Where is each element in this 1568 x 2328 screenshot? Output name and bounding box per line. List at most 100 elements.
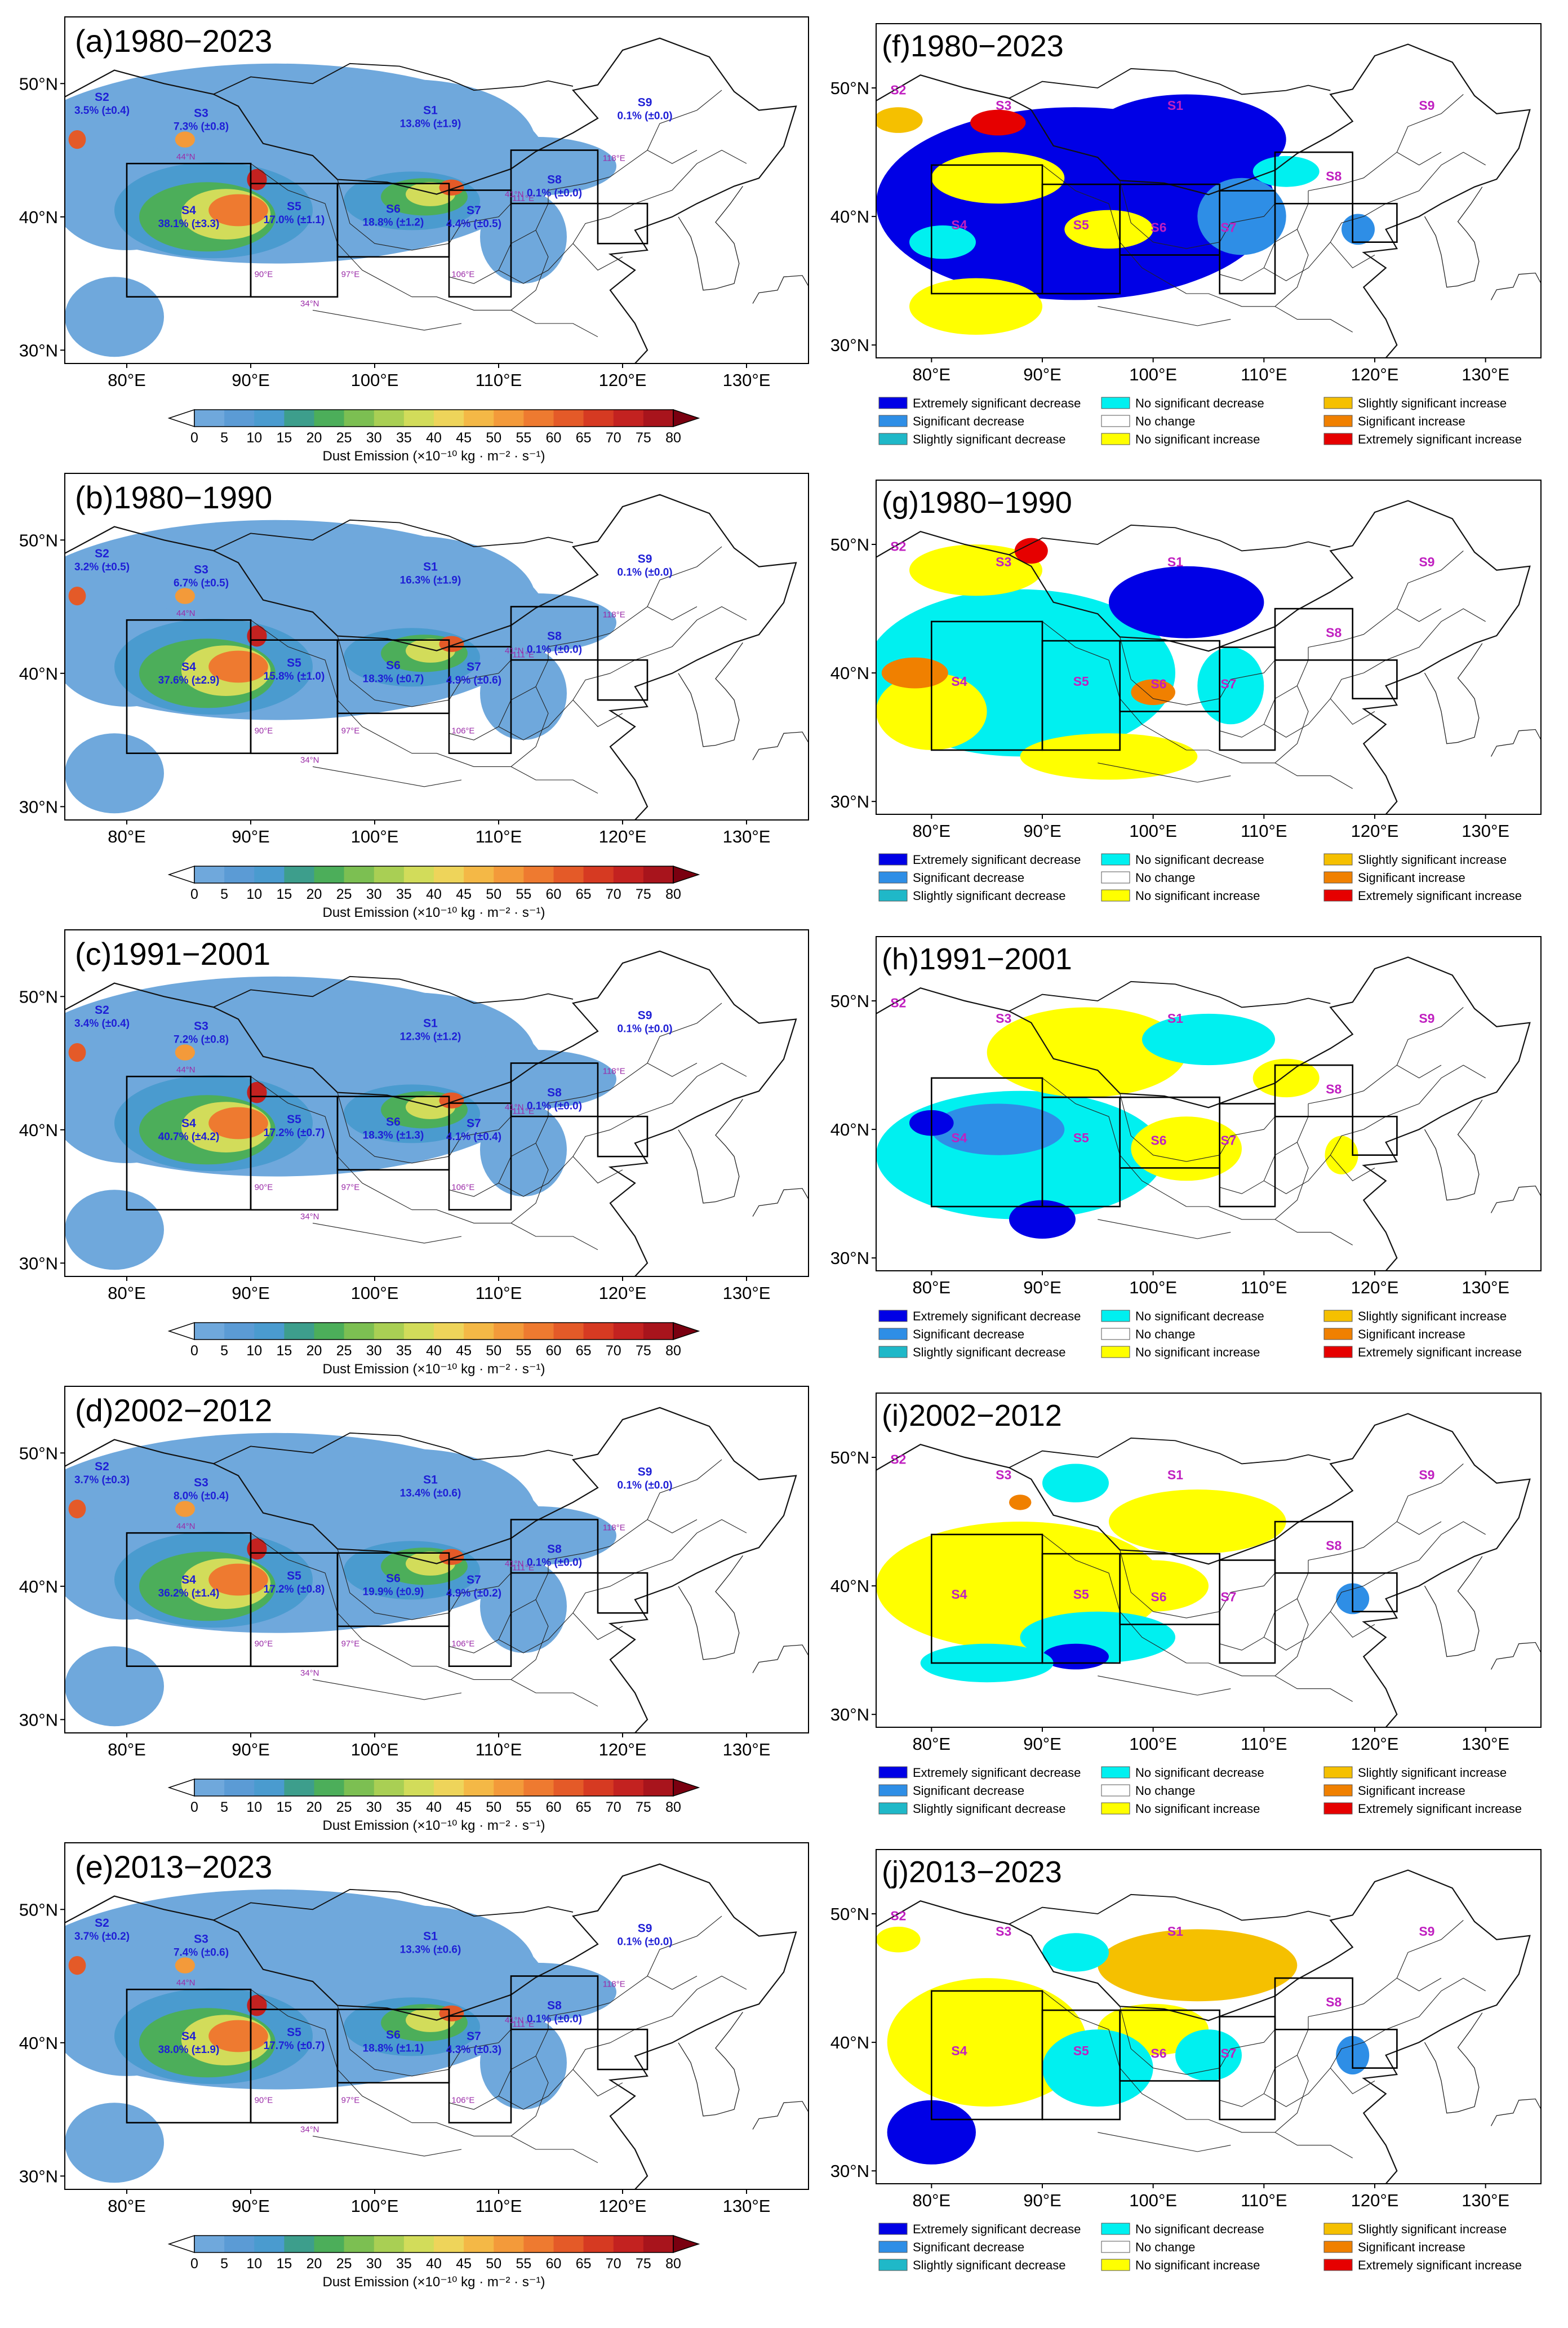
japan-coastline xyxy=(752,2101,809,2130)
region-name: S9 xyxy=(1419,555,1434,569)
colorbar-tick-label: 65 xyxy=(576,886,592,902)
colorbar-tick-label: 35 xyxy=(396,886,412,902)
colorbar: 0 5 10 15 20 25 30 35 40 45 50 55 60 65 70 75 80 Dust Emi… xyxy=(167,409,700,464)
dust-contour xyxy=(65,2103,164,2183)
subregion-boundary xyxy=(597,2028,648,2070)
trend-panel: S1 S2 S3 S4 S5 S6 S7 S8 S9 (j)2013−2023 30°N 40°N 50… xyxy=(830,1849,1542,2210)
region-name: S3 xyxy=(996,98,1011,113)
boundary-label: 106°E xyxy=(451,269,474,279)
subregion-boundary xyxy=(510,1975,599,2030)
japan-coastline xyxy=(752,1644,809,1673)
trend-area xyxy=(1042,1933,1109,1972)
legend-label: Slightly significant increase xyxy=(1358,396,1507,410)
legend-label: No significant increase xyxy=(1135,1345,1260,1359)
lat-tick-label: 40°N xyxy=(830,2033,869,2052)
legend-swatch xyxy=(878,1802,908,1815)
legend-label: No significant increase xyxy=(1135,889,1260,903)
province-boundary xyxy=(1264,1129,1364,1194)
lon-tick-label: 110°E xyxy=(1241,2190,1287,2210)
subregion-boundary xyxy=(597,659,648,701)
region-name: S6 xyxy=(386,2029,401,2042)
colorbar-segment xyxy=(523,1323,554,1340)
region-share-label: 37.6% (±2.9) xyxy=(158,675,220,686)
trend-area xyxy=(1252,156,1320,187)
colorbar-tick-label: 45 xyxy=(456,430,472,446)
colorbar-tick-label: 40 xyxy=(426,886,442,902)
province-boundary xyxy=(1274,1219,1353,1245)
province-boundary xyxy=(1308,1065,1442,1105)
colorbar-tick-label: 80 xyxy=(665,1343,681,1359)
legend-label: No change xyxy=(1135,871,1195,885)
boundary-label: 118°E xyxy=(603,1067,625,1076)
colorbar-segment xyxy=(374,866,405,883)
colorbar-label: Dust Emission (×10⁻¹⁰ kg · m⁻² · s⁻¹) xyxy=(322,1818,545,1833)
colorbar-tick-label: 20 xyxy=(307,886,322,902)
colorbar-tick-label: 70 xyxy=(606,886,621,902)
lon-tick-label: 80°E xyxy=(913,2190,951,2210)
trend-area xyxy=(887,2100,976,2165)
legend-swatch xyxy=(1101,1310,1130,1322)
legend-swatch xyxy=(1323,2241,1353,2253)
dust-emission-panel: 44°N 41°N 34°N 90°E 97°E 106°E 111°E 118°E S116.… xyxy=(19,473,809,846)
province-boundary xyxy=(548,606,698,648)
region-name: S4 xyxy=(181,660,196,673)
region-name: S7 xyxy=(1220,220,1236,235)
colorbar-tick-label: 10 xyxy=(246,886,262,902)
lon-tick-label: 90°E xyxy=(232,827,270,846)
region-name: S5 xyxy=(287,2026,301,2039)
lat-tick-label: 40°N xyxy=(830,663,869,683)
trend-legend: Extremely significant decrease Significan… xyxy=(878,2222,1522,2272)
region-share-label: 0.1% (±0.0) xyxy=(618,567,673,579)
region-name: S4 xyxy=(951,674,967,689)
colorbar-segment xyxy=(314,410,345,427)
boundary-label: 106°E xyxy=(451,1182,474,1192)
map-frame xyxy=(876,23,1542,358)
subregion-boundary xyxy=(597,1115,648,1158)
panel-title: (d)2002−2012 xyxy=(75,1393,272,1428)
map-frame xyxy=(876,1393,1542,1728)
boundary-label: 90°E xyxy=(255,726,273,735)
colorbar-segment xyxy=(224,1779,255,1796)
mongolia-border xyxy=(213,63,574,95)
dust-contour xyxy=(175,1957,195,1974)
subregion-boundary xyxy=(1352,2029,1398,2069)
region-name: S3 xyxy=(996,1011,1011,1026)
region-name: S2 xyxy=(890,1452,906,1466)
legend-swatch xyxy=(878,2259,908,2271)
dust-contour xyxy=(68,1956,86,1975)
province-boundary xyxy=(647,1003,722,1063)
colorbar-tick-label: 0 xyxy=(190,2256,198,2272)
subregion-boundary xyxy=(1274,1977,1353,2030)
korea-coastline xyxy=(1424,1099,1483,1201)
legend-swatch xyxy=(1323,1766,1353,1779)
japan-coastline xyxy=(752,1188,809,1217)
colorbar-tick-label: 55 xyxy=(516,886,531,902)
region-name: S4 xyxy=(181,204,196,217)
colorbar-segment xyxy=(403,2236,434,2252)
colorbar-tick-label: 50 xyxy=(486,430,501,446)
legend-label: Significant increase xyxy=(1358,1327,1465,1341)
dust-contour xyxy=(439,1549,464,1565)
lon-tick-label: 120°E xyxy=(599,827,647,846)
legend-label: Significant decrease xyxy=(913,871,1024,885)
subregion-boundary xyxy=(510,606,599,661)
province-boundary xyxy=(312,1679,462,1700)
colorbar-segment xyxy=(553,1323,584,1340)
colorbar-frame xyxy=(194,1322,674,1340)
trend-area xyxy=(1086,94,1286,185)
colorbar-extend-high xyxy=(673,865,700,884)
region-share-label: 3.7% (±0.2) xyxy=(74,1931,130,1943)
colorbar-tick-label: 15 xyxy=(276,430,292,446)
lon-tick-label: 110°E xyxy=(1241,821,1287,841)
subregion-boundary xyxy=(1352,1116,1398,1156)
region-name: S9 xyxy=(1419,1924,1434,1939)
legend-label: No significant decrease xyxy=(1135,396,1264,410)
dust-contour xyxy=(68,1043,86,1062)
colorbar-tick-label: 50 xyxy=(486,886,501,902)
boundary-label: 97°E xyxy=(341,2095,360,2105)
lat-tick-label: 50°N xyxy=(19,1900,58,1919)
province-boundary xyxy=(1219,190,1309,281)
region-name: S5 xyxy=(1073,1130,1089,1145)
colorbar-tick-label: 25 xyxy=(336,1799,352,1815)
